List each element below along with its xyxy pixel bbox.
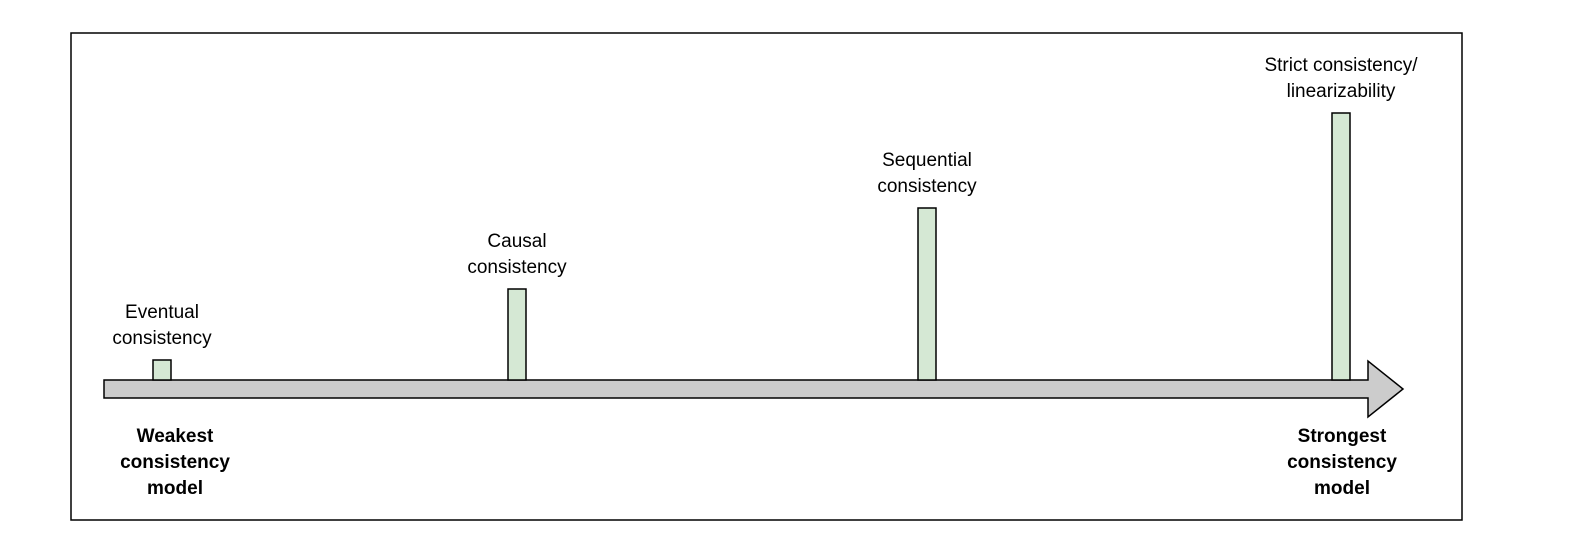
model-bar-3: [917, 207, 937, 381]
weakest-consistency-label: Weakest consistency model: [120, 426, 230, 499]
strongest-consistency-label: Strongest consistency model: [1287, 426, 1397, 499]
model-label-1: Eventual consistency: [112, 302, 212, 349]
model-bar-2: [507, 288, 527, 381]
diagram-frame: [70, 32, 1463, 521]
model-label-3: Sequential consistency: [877, 150, 977, 197]
model-label-4: Strict consistency/linearizability: [1264, 55, 1418, 102]
model-bar-1: [152, 359, 172, 381]
model-label-2: Causal consistency: [467, 231, 567, 278]
strength-axis-arrow: [103, 359, 1405, 419]
model-bar-4: [1331, 112, 1351, 381]
